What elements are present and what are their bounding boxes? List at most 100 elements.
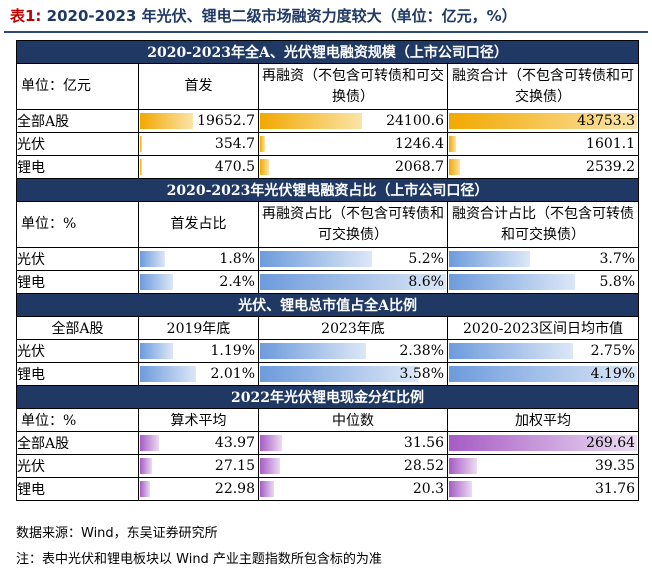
data-bar bbox=[449, 274, 575, 290]
section-header: 2022年光伏锂电现金分红比例 bbox=[15, 385, 640, 409]
cell-value: 2539.2 bbox=[586, 159, 636, 175]
data-cell: 24100.6 bbox=[258, 109, 448, 133]
section-header: 2020-2023年全A、光伏锂电融资规模（上市公司口径） bbox=[15, 40, 640, 64]
table-row: 全部A股 43.97 31.56 269.64 bbox=[16, 431, 640, 455]
data-cell: 5.2% bbox=[258, 247, 448, 271]
data-cell: 470.5 bbox=[138, 155, 259, 179]
cell-value: 1601.1 bbox=[586, 136, 636, 152]
row-label: 锂电 bbox=[16, 477, 139, 501]
unit-label: 单位：亿元 bbox=[16, 63, 139, 110]
cell-value: 22.98 bbox=[214, 481, 255, 497]
column-header: 融资合计占比（不包含可转债和可交换债） bbox=[446, 201, 640, 248]
data-cell: 3.7% bbox=[446, 247, 640, 271]
cell-value: 4.19% bbox=[590, 366, 636, 382]
table-row: 锂电 2.4% 8.6% 5.8% bbox=[16, 270, 640, 294]
data-bar bbox=[260, 343, 366, 359]
row-label: 光伏 bbox=[16, 132, 139, 156]
data-cell: 20.3 bbox=[258, 477, 448, 501]
cell-value: 43753.3 bbox=[577, 113, 636, 129]
column-header-row: 单位：% 算术平均 中位数 加权平均 bbox=[16, 408, 640, 432]
data-cell: 2539.2 bbox=[446, 155, 640, 179]
data-source: 数据来源：Wind，东吴证券研究所 bbox=[16, 526, 218, 541]
column-header: 首发 bbox=[138, 63, 259, 110]
table-row: 锂电 22.98 20.3 31.76 bbox=[16, 477, 640, 501]
data-bar bbox=[260, 113, 362, 129]
data-bar bbox=[449, 136, 456, 152]
data-cell: 22.98 bbox=[138, 477, 259, 501]
row-label: 光伏 bbox=[16, 247, 139, 271]
cell-value: 470.5 bbox=[214, 159, 255, 175]
cell-value: 31.76 bbox=[594, 481, 636, 497]
data-cell: 1.19% bbox=[138, 339, 259, 363]
data-bar bbox=[140, 366, 196, 382]
data-cell: 4.19% bbox=[446, 362, 640, 386]
data-bar bbox=[260, 481, 274, 497]
section-title: 光伏、锂电总市值占全A比例 bbox=[15, 293, 640, 317]
data-bar bbox=[140, 113, 193, 129]
data-bar bbox=[449, 251, 530, 267]
column-header: 中位数 bbox=[258, 408, 448, 432]
cell-value: 5.8% bbox=[599, 274, 636, 290]
row-label: 全部A股 bbox=[16, 431, 139, 455]
section-title: 2020-2023年全A、光伏锂电融资规模（上市公司口径） bbox=[15, 40, 640, 64]
cell-value: 2.75% bbox=[590, 343, 636, 359]
data-bar bbox=[140, 435, 159, 451]
data-cell: 3.58% bbox=[258, 362, 448, 386]
data-bar bbox=[260, 274, 446, 290]
data-bar bbox=[140, 458, 152, 474]
data-bar bbox=[449, 481, 472, 497]
data-bar bbox=[260, 366, 418, 382]
table-title: 表1: 2020-2023 年光伏、锂电二级市场融资力度较大（单位：亿元，%） bbox=[4, 2, 648, 30]
section-header: 2020-2023年光伏锂电融资占比（上市公司口径） bbox=[15, 178, 640, 202]
data-cell: 31.76 bbox=[446, 477, 640, 501]
column-header: 2019年底 bbox=[138, 316, 259, 340]
column-header: 2020-2023区间日均市值 bbox=[446, 316, 640, 340]
data-cell: 2.38% bbox=[258, 339, 448, 363]
cell-value: 27.15 bbox=[214, 458, 255, 474]
data-cell: 43753.3 bbox=[446, 109, 640, 133]
data-cell: 1246.4 bbox=[258, 132, 448, 156]
data-cell: 28.52 bbox=[258, 454, 448, 478]
data-cell: 2.75% bbox=[446, 339, 640, 363]
cell-value: 2068.7 bbox=[395, 159, 444, 175]
table-row: 锂电 2.01% 3.58% 4.19% bbox=[16, 362, 640, 386]
column-header: 算术平均 bbox=[138, 408, 259, 432]
table-row: 光伏 1.8% 5.2% 3.7% bbox=[16, 247, 640, 271]
data-cell: 269.64 bbox=[446, 431, 640, 455]
data-cell: 354.7 bbox=[138, 132, 259, 156]
data-cell: 1.8% bbox=[138, 247, 259, 271]
data-cell: 39.35 bbox=[446, 454, 640, 478]
data-bar bbox=[449, 113, 637, 129]
table-row: 光伏 354.7 1246.4 1601.1 bbox=[16, 132, 640, 156]
data-bar bbox=[140, 136, 142, 152]
data-bar bbox=[449, 435, 637, 451]
financing-table: 2020-2023年全A、光伏锂电融资规模（上市公司口径） 单位：亿元 首发 再… bbox=[15, 40, 640, 501]
data-bar bbox=[260, 136, 265, 152]
row-label: 锂电 bbox=[16, 270, 139, 294]
data-cell: 5.8% bbox=[446, 270, 640, 294]
row-label: 光伏 bbox=[16, 339, 139, 363]
row-label: 锂电 bbox=[16, 362, 139, 386]
data-cell: 1601.1 bbox=[446, 132, 640, 156]
unit-label: 全部A股 bbox=[16, 316, 139, 340]
cell-value: 24100.6 bbox=[386, 113, 444, 129]
table-number: 表1: bbox=[10, 7, 42, 25]
data-cell: 2.4% bbox=[138, 270, 259, 294]
column-header: 2023年底 bbox=[258, 316, 448, 340]
data-cell: 2.01% bbox=[138, 362, 259, 386]
cell-value: 31.56 bbox=[403, 435, 444, 451]
cell-value: 3.58% bbox=[399, 366, 444, 382]
data-bar bbox=[140, 251, 165, 267]
cell-value: 1.8% bbox=[219, 251, 255, 267]
table-title-text: 2020-2023 年光伏、锂电二级市场融资力度较大（单位：亿元，%） bbox=[46, 7, 517, 25]
data-cell: 43.97 bbox=[138, 431, 259, 455]
cell-value: 354.7 bbox=[214, 136, 255, 152]
cell-value: 2.38% bbox=[399, 343, 444, 359]
table-note: 注：表中光伏和锂电板块以 Wind 产业主题指数所包含标的为准 bbox=[16, 552, 382, 567]
unit-label: 单位：% bbox=[16, 408, 139, 432]
table-row: 锂电 470.5 2068.7 2539.2 bbox=[16, 155, 640, 179]
cell-value: 39.35 bbox=[594, 458, 636, 474]
cell-value: 1246.4 bbox=[395, 136, 444, 152]
column-header: 首发占比 bbox=[138, 201, 259, 248]
cell-value: 43.97 bbox=[214, 435, 255, 451]
